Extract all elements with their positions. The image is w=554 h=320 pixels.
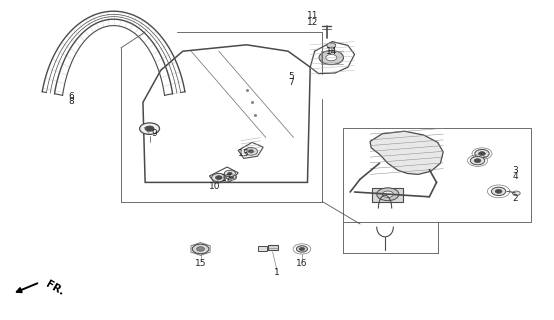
Circle shape — [470, 156, 485, 165]
Text: FR.: FR. — [44, 279, 66, 297]
Circle shape — [382, 191, 393, 197]
Text: 17: 17 — [222, 174, 233, 183]
Circle shape — [192, 244, 209, 254]
Circle shape — [474, 159, 481, 163]
Circle shape — [326, 54, 337, 61]
Circle shape — [197, 247, 204, 251]
Text: 15: 15 — [195, 259, 206, 268]
Polygon shape — [370, 131, 443, 174]
Polygon shape — [372, 188, 403, 202]
Polygon shape — [268, 245, 278, 250]
Text: 9: 9 — [151, 129, 157, 138]
Circle shape — [140, 123, 160, 134]
Circle shape — [512, 191, 520, 196]
Circle shape — [145, 126, 154, 131]
Polygon shape — [258, 246, 267, 251]
Text: 13: 13 — [238, 149, 249, 158]
Circle shape — [228, 172, 232, 175]
Circle shape — [319, 51, 343, 65]
Circle shape — [327, 43, 336, 48]
Circle shape — [212, 173, 226, 182]
Text: 1: 1 — [274, 268, 280, 277]
Text: 7: 7 — [288, 78, 294, 87]
Text: 6: 6 — [68, 92, 74, 100]
Circle shape — [296, 246, 307, 252]
Text: 12: 12 — [307, 18, 319, 27]
Text: 10: 10 — [209, 182, 220, 191]
Text: 16: 16 — [296, 259, 307, 268]
Circle shape — [495, 189, 502, 193]
Circle shape — [229, 176, 234, 179]
Circle shape — [227, 174, 237, 180]
Circle shape — [216, 176, 222, 180]
Circle shape — [224, 170, 235, 177]
Text: 8: 8 — [68, 97, 74, 106]
Circle shape — [479, 152, 485, 156]
Circle shape — [475, 149, 489, 158]
Circle shape — [299, 247, 305, 251]
Circle shape — [248, 150, 254, 153]
Circle shape — [377, 188, 399, 201]
Text: 11: 11 — [307, 11, 319, 20]
Circle shape — [491, 187, 506, 196]
Text: 2: 2 — [512, 194, 518, 203]
Text: 5: 5 — [288, 72, 294, 81]
Circle shape — [244, 148, 258, 155]
Text: 4: 4 — [512, 172, 518, 181]
Text: 3: 3 — [512, 166, 518, 175]
Text: 14: 14 — [326, 47, 337, 56]
